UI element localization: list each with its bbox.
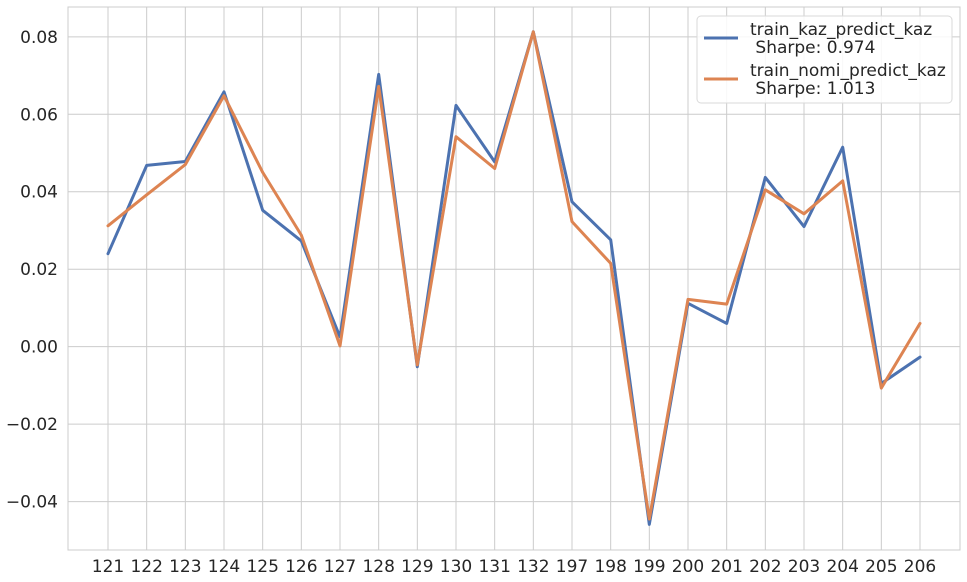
x-tick-label: 124 [208, 557, 240, 577]
x-tick-label: 201 [710, 557, 742, 577]
legend: train_kaz_predict_kaz Sharpe: 0.974 train… [696, 15, 953, 104]
legend-series-name: train_kaz_predict_kaz [750, 20, 932, 40]
x-tick-label: 127 [324, 557, 356, 577]
legend-series-sharpe: Sharpe: 1.013 [750, 79, 875, 99]
x-tick-label: 200 [672, 557, 704, 577]
x-tick-label: 206 [904, 557, 936, 577]
x-tick-label: 203 [788, 557, 820, 577]
y-tick-label: 0.00 [20, 338, 58, 358]
x-tick-label: 125 [246, 557, 278, 577]
x-tick-label: 128 [362, 557, 394, 577]
y-axis-ticks: 0.08 0.06 0.04 0.02 0.00 −0.02 −0.04 [6, 28, 58, 513]
x-tick-label: 204 [826, 557, 858, 577]
y-tick-label: −0.02 [6, 415, 58, 435]
x-tick-label: 198 [594, 557, 626, 577]
x-tick-label: 123 [169, 557, 201, 577]
legend-series-sharpe: Sharpe: 0.974 [750, 38, 875, 58]
x-tick-label: 131 [478, 557, 510, 577]
legend-series-name: train_nomi_predict_kaz [750, 61, 946, 81]
x-tick-label: 132 [517, 557, 549, 577]
x-tick-label: 122 [130, 557, 162, 577]
x-tick-label: 121 [92, 557, 124, 577]
x-tick-label: 205 [865, 557, 897, 577]
x-tick-label: 197 [556, 557, 588, 577]
x-tick-label: 199 [633, 557, 665, 577]
x-tick-label: 202 [749, 557, 781, 577]
y-tick-label: 0.04 [20, 183, 58, 203]
x-tick-label: 129 [401, 557, 433, 577]
series-line [106, 30, 922, 521]
y-tick-label: 0.02 [20, 260, 58, 280]
series-lines [106, 30, 922, 526]
y-tick-label: 0.08 [20, 28, 58, 48]
plot-frame [67, 6, 961, 551]
legend-box [696, 15, 953, 104]
y-tick-label: −0.04 [6, 493, 58, 513]
y-tick-label: 0.06 [20, 105, 58, 125]
x-axis-ticks: 121 122 123 124 125 126 127 128 129 130 131 132 197 1… [92, 557, 936, 577]
x-tick-label: 126 [285, 557, 317, 577]
x-tick-label: 130 [440, 557, 472, 577]
